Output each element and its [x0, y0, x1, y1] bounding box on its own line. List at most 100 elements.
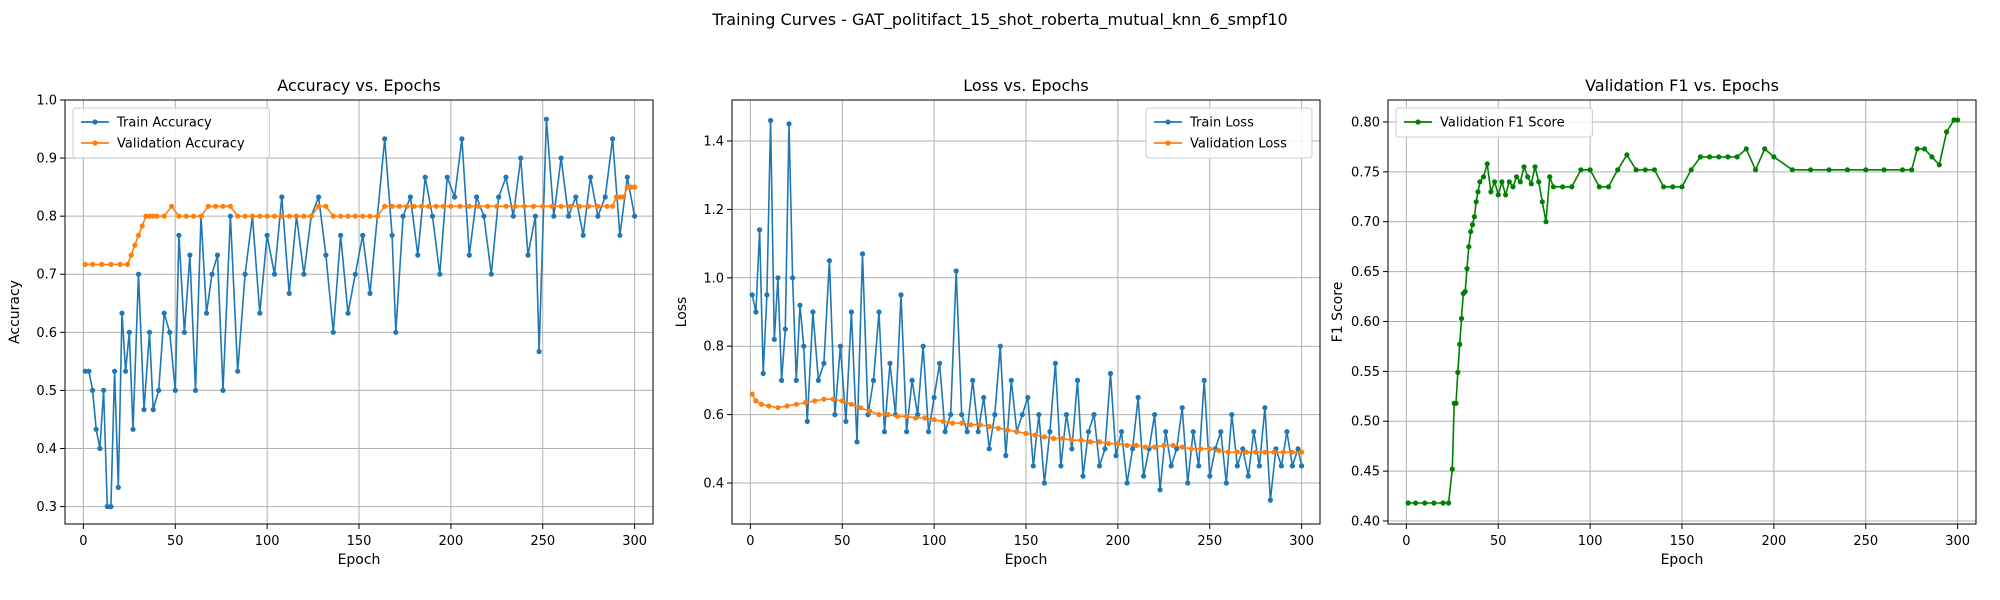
- data-point: [977, 422, 983, 428]
- data-point: [1863, 167, 1869, 173]
- data-point: [790, 275, 796, 281]
- data-point: [876, 412, 882, 418]
- data-point: [466, 252, 472, 258]
- accuracy-y-axis-label: Accuracy: [7, 280, 23, 344]
- accuracy-series-2: [82, 184, 638, 267]
- data-point: [191, 213, 197, 219]
- data-point: [1267, 497, 1273, 503]
- data-point: [837, 343, 844, 349]
- data-point: [775, 275, 781, 281]
- data-point: [1025, 394, 1031, 401]
- data-point: [1844, 167, 1850, 173]
- data-point: [123, 368, 129, 374]
- data-point: [839, 398, 845, 404]
- data-point: [1536, 179, 1542, 185]
- data-point: [610, 136, 616, 142]
- data-point: [753, 398, 759, 404]
- data-point: [1170, 442, 1176, 448]
- data-point: [1124, 442, 1130, 448]
- data-point: [586, 203, 592, 209]
- x-tick-label: 200: [438, 534, 463, 549]
- data-point: [1624, 152, 1630, 158]
- data-point: [1495, 192, 1501, 198]
- data-point: [1921, 146, 1928, 152]
- data-point: [1262, 449, 1268, 455]
- data-point: [374, 213, 380, 219]
- data-point: [301, 271, 307, 277]
- data-point: [1578, 167, 1584, 173]
- legend-label: Train Accuracy: [116, 116, 212, 131]
- data-point: [1539, 199, 1545, 205]
- data-point: [167, 329, 173, 335]
- data-point: [135, 232, 142, 238]
- data-point: [1697, 154, 1703, 160]
- data-point: [540, 203, 546, 209]
- data-point: [1413, 500, 1419, 506]
- data-point: [1499, 179, 1505, 185]
- y-tick-label: 0.4: [703, 476, 724, 491]
- data-point: [187, 252, 193, 258]
- accuracy-title: Accuracy vs. Epochs: [277, 76, 440, 95]
- data-point: [1475, 189, 1481, 195]
- data-point: [887, 360, 893, 366]
- data-point: [1295, 446, 1301, 452]
- figure-title: Training Curves - GAT_politifact_15_shot…: [712, 10, 1288, 29]
- data-point: [1141, 473, 1147, 479]
- data-point: [628, 184, 634, 190]
- data-point: [367, 290, 373, 296]
- legend-swatch-marker: [1415, 119, 1421, 125]
- data-point: [1707, 154, 1713, 160]
- data-point: [1069, 446, 1075, 452]
- data-point: [587, 174, 594, 180]
- data-point: [257, 213, 263, 219]
- data-point: [90, 261, 96, 267]
- data-point: [536, 348, 542, 355]
- data-point: [104, 504, 110, 510]
- data-point: [801, 343, 807, 349]
- data-point: [749, 292, 755, 298]
- y-tick-label: 0.45: [1351, 465, 1380, 480]
- data-point: [1014, 429, 1020, 435]
- data-point: [1225, 449, 1231, 455]
- data-point: [141, 407, 147, 413]
- data-point: [1107, 370, 1114, 377]
- data-point: [870, 377, 877, 383]
- data-point: [898, 292, 904, 298]
- data-point: [1036, 412, 1042, 418]
- data-point: [1929, 154, 1935, 160]
- data-point: [1936, 162, 1942, 168]
- data-point: [1190, 429, 1196, 435]
- data-point: [220, 387, 226, 393]
- data-point: [1543, 219, 1549, 225]
- data-point: [1488, 189, 1494, 195]
- data-point: [459, 136, 465, 142]
- data-point: [1174, 446, 1180, 452]
- data-point: [1179, 444, 1185, 450]
- data-point: [1262, 405, 1268, 411]
- loss-y-axis-label: Loss: [674, 297, 690, 328]
- data-point: [404, 203, 410, 209]
- data-point: [271, 213, 278, 219]
- data-point: [1492, 179, 1498, 185]
- data-point: [1725, 154, 1731, 160]
- data-point: [1074, 377, 1081, 383]
- data-point: [126, 329, 132, 335]
- data-point: [429, 213, 436, 219]
- data-point: [213, 203, 219, 209]
- data-point: [797, 302, 803, 308]
- data-point: [150, 213, 156, 219]
- data-point: [108, 504, 114, 510]
- data-point: [192, 387, 199, 393]
- data-point: [1560, 184, 1566, 190]
- data-point: [330, 213, 336, 219]
- data-point: [1041, 434, 1047, 440]
- data-point: [1569, 184, 1575, 190]
- data-point: [758, 401, 765, 407]
- data-point: [766, 403, 772, 409]
- loss-series-1: [749, 117, 1305, 503]
- x-tick-label: 0: [746, 534, 754, 549]
- data-point: [1096, 439, 1103, 445]
- data-point: [146, 329, 153, 335]
- data-point: [558, 203, 564, 209]
- data-point: [632, 184, 638, 190]
